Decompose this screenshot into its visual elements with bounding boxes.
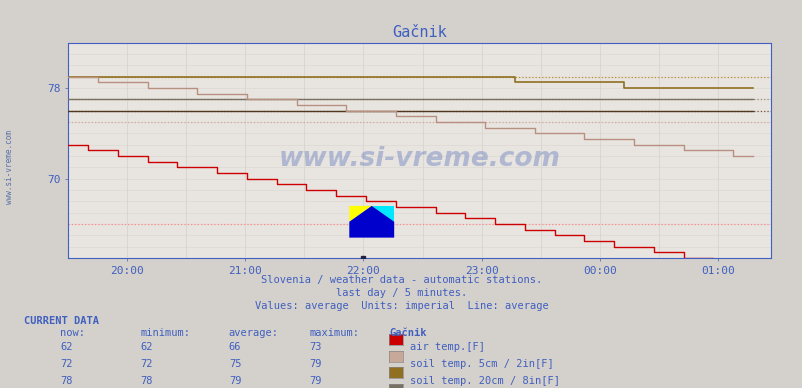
Text: 79: 79: [309, 376, 322, 386]
Text: 79: 79: [229, 376, 241, 386]
Text: Values: average  Units: imperial  Line: average: Values: average Units: imperial Line: av…: [254, 301, 548, 311]
Text: soil temp. 5cm / 2in[F]: soil temp. 5cm / 2in[F]: [409, 359, 553, 369]
Text: Gačnik: Gačnik: [389, 328, 427, 338]
Text: www.si-vreme.com: www.si-vreme.com: [5, 130, 14, 204]
Text: 79: 79: [309, 359, 322, 369]
Text: average:: average:: [229, 328, 278, 338]
Polygon shape: [349, 206, 394, 237]
Text: 66: 66: [229, 342, 241, 352]
Text: soil temp. 20cm / 8in[F]: soil temp. 20cm / 8in[F]: [409, 376, 559, 386]
Text: Slovenia / weather data - automatic stations.: Slovenia / weather data - automatic stat…: [261, 275, 541, 285]
Text: CURRENT DATA: CURRENT DATA: [24, 316, 99, 326]
Text: 72: 72: [60, 359, 73, 369]
Polygon shape: [371, 206, 394, 222]
Text: www.si-vreme.com: www.si-vreme.com: [278, 146, 560, 172]
Text: 62: 62: [140, 342, 153, 352]
Polygon shape: [349, 206, 371, 222]
Title: Gačnik: Gačnik: [391, 25, 447, 40]
Text: last day / 5 minutes.: last day / 5 minutes.: [335, 288, 467, 298]
Text: now:: now:: [60, 328, 85, 338]
Text: minimum:: minimum:: [140, 328, 190, 338]
Text: 62: 62: [60, 342, 73, 352]
Text: 73: 73: [309, 342, 322, 352]
Text: maximum:: maximum:: [309, 328, 358, 338]
Text: air temp.[F]: air temp.[F]: [409, 342, 484, 352]
Text: 78: 78: [60, 376, 73, 386]
Text: 75: 75: [229, 359, 241, 369]
Text: 72: 72: [140, 359, 153, 369]
Text: 78: 78: [140, 376, 153, 386]
